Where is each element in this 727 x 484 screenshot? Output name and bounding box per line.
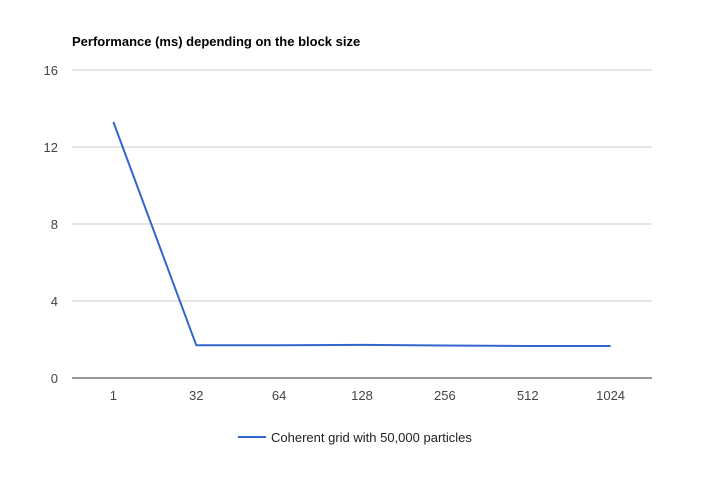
series-group [112,121,611,347]
series-line-0[interactable] [112,121,611,347]
x-axis-ticks: 1 32 64 128 256 512 1024 [110,388,625,403]
y-tick-label: 16 [44,63,58,78]
x-tick-label: 512 [517,388,539,403]
y-tick-label: 12 [44,140,58,155]
gridlines [72,69,652,302]
x-tick-label: 1 [110,388,117,403]
chart-title: Performance (ms) depending on the block … [72,34,360,49]
y-tick-label: 8 [51,217,58,232]
x-tick-label: 64 [272,388,286,403]
y-tick-label: 0 [51,371,58,386]
x-tick-label: 128 [351,388,373,403]
x-tick-label: 32 [189,388,203,403]
legend-label: Coherent grid with 50,000 particles [271,430,472,445]
y-tick-label: 4 [51,294,58,309]
y-axis-ticks: 0 4 8 12 16 [44,63,58,386]
legend[interactable]: Coherent grid with 50,000 particles [238,430,472,445]
x-tick-label: 1024 [596,388,625,403]
x-tick-label: 256 [434,388,456,403]
